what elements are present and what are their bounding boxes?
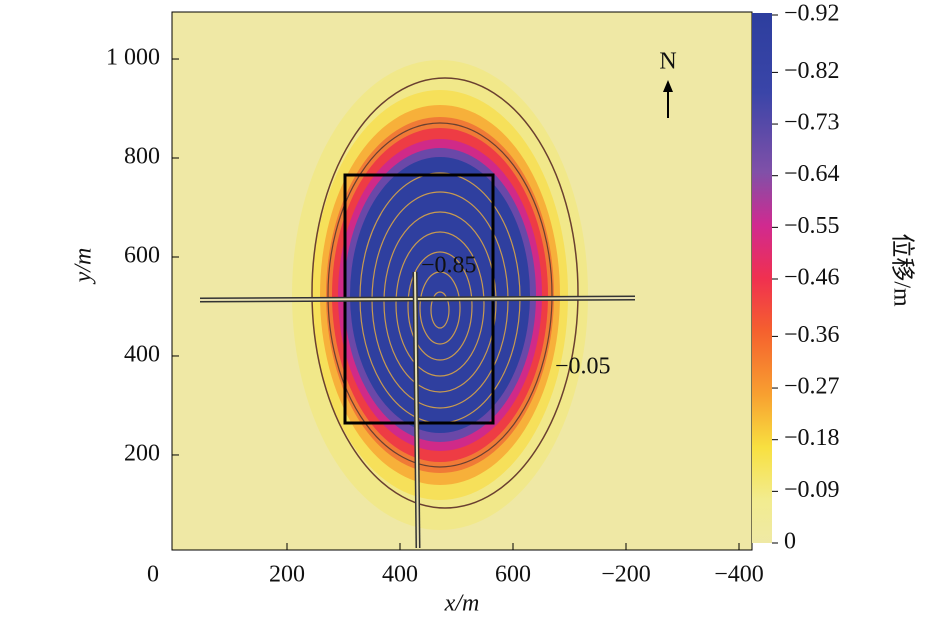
colorbar-tick-label: −0.92: [784, 1, 840, 27]
x-tick-label: −200: [601, 562, 651, 588]
y-tick-label: 200: [124, 440, 160, 466]
annotation: −0.85: [421, 253, 477, 279]
colorbar-tick-label: −0.55: [784, 213, 840, 239]
x-tick-label: 200: [269, 562, 305, 588]
y-tick-label: 1 000: [106, 45, 160, 71]
y-tick-label: 800: [124, 144, 160, 170]
colorbar-tick-label: −0.36: [784, 322, 840, 348]
north-label: N: [659, 49, 676, 75]
x-axis-label: x/m: [444, 591, 480, 617]
x-tick-label: 400: [382, 562, 418, 588]
x-tick-label: 0: [147, 562, 159, 588]
colorbar-tick-label: −0.64: [784, 161, 840, 187]
colorbar-tick-label: −0.73: [784, 110, 840, 136]
colorbar: [752, 13, 772, 543]
annotation: −0.05: [555, 354, 611, 380]
colorbar-tick-label: −0.09: [784, 477, 840, 503]
colorbar-tick-label: −0.46: [784, 265, 840, 291]
colorbar-label: 位移/m: [888, 233, 915, 307]
x-tick-label: 600: [495, 562, 531, 588]
y-tick-label: 600: [124, 242, 160, 268]
contour-field: [172, 12, 752, 550]
x-tick-label: −400: [714, 562, 764, 588]
colorbar-tick-label: −0.18: [784, 425, 840, 451]
y-tick-label: 400: [124, 341, 160, 367]
colorbar-tick-label: 0: [784, 529, 796, 555]
colorbar-tick-label: −0.27: [784, 374, 840, 400]
colorbar-tick-label: −0.82: [784, 58, 840, 84]
y-axis-label: y/m: [71, 248, 97, 285]
